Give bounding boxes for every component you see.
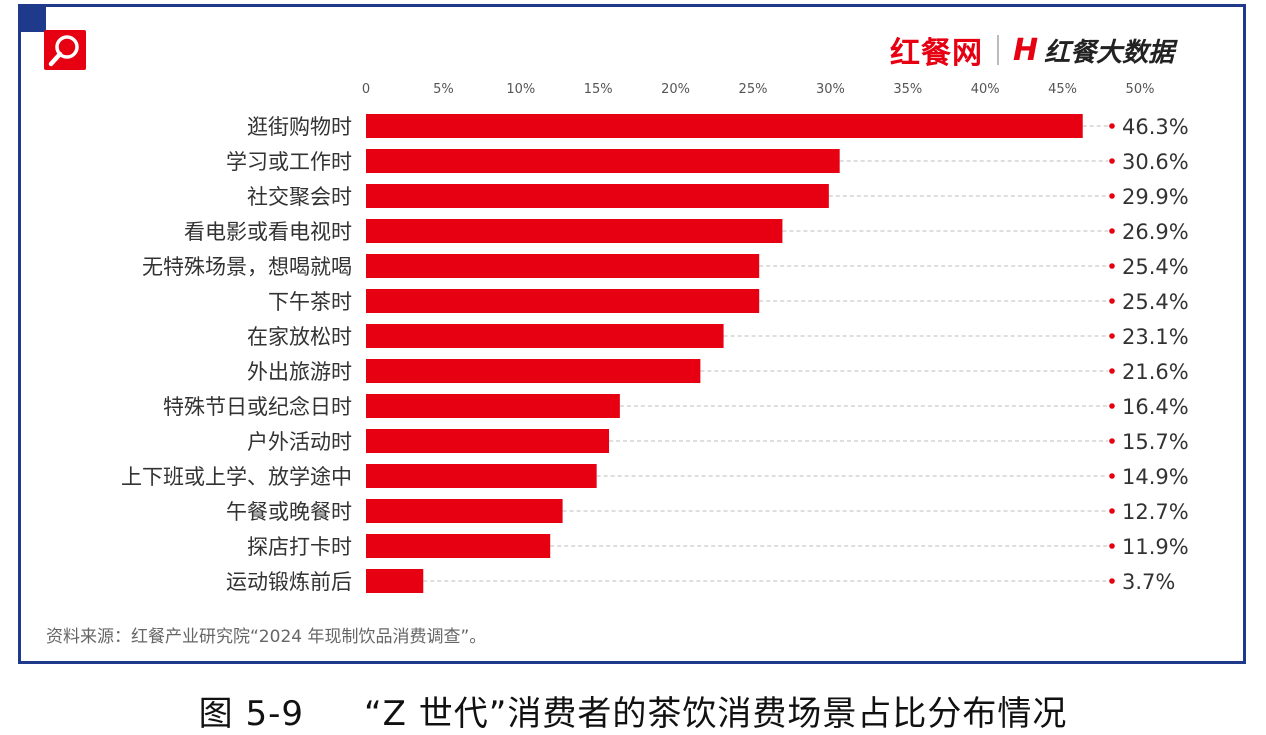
brand-secondary-text: 红餐大数据: [1044, 37, 1175, 68]
value-dot: [1109, 263, 1115, 269]
value-dot: [1109, 298, 1115, 304]
bar: [366, 219, 783, 243]
x-tick-label: 50%: [1126, 82, 1155, 97]
brand-separator: [997, 35, 999, 65]
bar: [366, 359, 701, 383]
brand-logos: 红餐网 H 红餐大数据: [890, 28, 1174, 72]
bar: [366, 254, 760, 278]
figure-title: “Z 世代”消费者的茶饮消费场景占比分布情况: [364, 694, 1068, 734]
x-tick-label: 45%: [1048, 82, 1077, 97]
value-dot: [1109, 228, 1115, 234]
bar: [366, 429, 610, 453]
category-label: 看电影或看电视时: [184, 220, 352, 244]
source-note: 资料来源：红餐产业研究院“2024 年现制饮品消费调查”。: [46, 627, 487, 647]
value-dot: [1109, 333, 1115, 339]
category-label: 午餐或晚餐时: [226, 500, 352, 524]
brand-logo-secondary: H 红餐大数据: [1013, 32, 1174, 69]
category-label: 无特殊场景，想喝就喝: [142, 255, 352, 279]
data-label: 15.7%: [1122, 430, 1189, 454]
value-dot: [1109, 123, 1115, 129]
x-tick-label: 0: [362, 82, 370, 97]
category-label: 社交聚会时: [247, 185, 352, 209]
data-label: 46.3%: [1122, 115, 1189, 139]
x-tick-label: 10%: [506, 82, 535, 97]
x-tick-label: 30%: [816, 82, 845, 97]
data-label: 23.1%: [1122, 325, 1189, 349]
data-label: 30.6%: [1122, 150, 1189, 174]
x-tick-label: 40%: [971, 82, 1000, 97]
value-dot: [1109, 508, 1115, 514]
bar: [366, 289, 760, 313]
bar: [366, 149, 840, 173]
value-dot: [1109, 438, 1115, 444]
figure-number: 图 5-9: [198, 694, 304, 734]
value-dot: [1109, 578, 1115, 584]
data-label: 21.6%: [1122, 360, 1189, 384]
data-label: 25.4%: [1122, 255, 1189, 279]
frame-corner-accent: [18, 4, 46, 32]
category-label: 户外活动时: [247, 430, 352, 454]
search-icon: [44, 30, 86, 70]
data-label: 3.7%: [1122, 570, 1175, 594]
data-label: 25.4%: [1122, 290, 1189, 314]
x-tick-label: 5%: [433, 82, 454, 97]
category-label: 下午茶时: [268, 290, 352, 314]
value-dot: [1109, 158, 1115, 164]
data-label: 16.4%: [1122, 395, 1189, 419]
bar: [366, 114, 1083, 138]
x-tick-label: 25%: [739, 82, 768, 97]
brand-h-mark: H: [1013, 32, 1039, 68]
category-label: 学习或工作时: [226, 150, 352, 174]
x-tick-label: 20%: [661, 82, 690, 97]
value-dot: [1109, 403, 1115, 409]
category-label: 在家放松时: [247, 325, 352, 349]
x-tick-label: 15%: [584, 82, 613, 97]
value-dot: [1109, 193, 1115, 199]
brand-logo-primary: 红餐网: [890, 36, 983, 71]
bar: [366, 499, 563, 523]
x-tick-label: 35%: [893, 82, 922, 97]
value-dot: [1109, 543, 1115, 549]
bar: [366, 184, 829, 208]
value-dot: [1109, 368, 1115, 374]
bar: [366, 569, 424, 593]
category-label: 运动锻炼前后: [226, 570, 352, 594]
value-dot: [1109, 473, 1115, 479]
data-label: 29.9%: [1122, 185, 1189, 209]
data-label: 26.9%: [1122, 220, 1189, 244]
bar: [366, 394, 620, 418]
bar: [366, 464, 597, 488]
category-label: 上下班或上学、放学途中: [121, 465, 352, 489]
bar: [366, 324, 724, 348]
data-label: 12.7%: [1122, 500, 1189, 524]
bar: [366, 534, 551, 558]
category-label: 特殊节日或纪念日时: [163, 395, 352, 419]
category-label: 外出旅游时: [247, 360, 352, 384]
category-label: 探店打卡时: [247, 535, 352, 559]
figure-caption: 图 5-9 “Z 世代”消费者的茶饮消费场景占比分布情况: [0, 686, 1266, 735]
data-label: 14.9%: [1122, 465, 1189, 489]
category-label: 逛街购物时: [247, 115, 352, 139]
data-label: 11.9%: [1122, 535, 1189, 559]
